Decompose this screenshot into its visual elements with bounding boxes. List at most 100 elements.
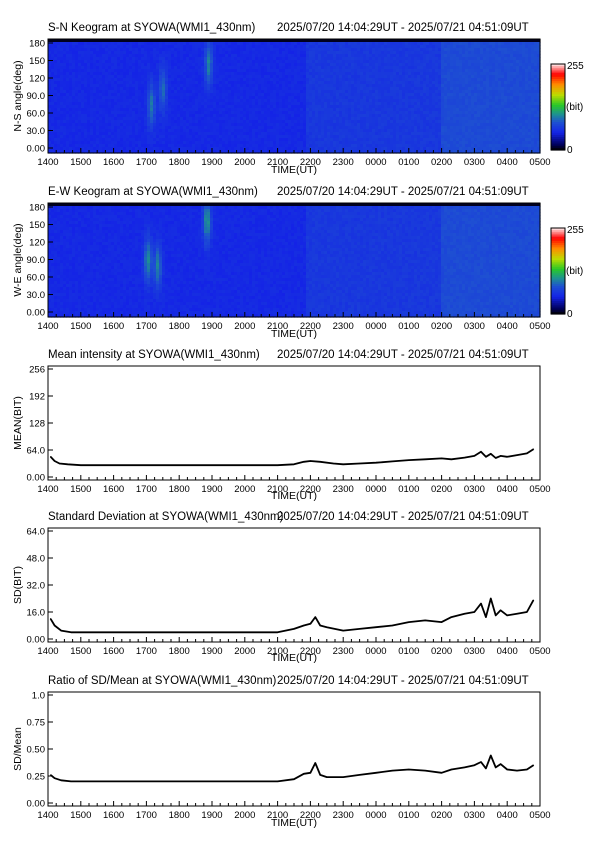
keogram-cell bbox=[189, 57, 193, 61]
keogram-cell bbox=[99, 81, 103, 85]
keogram-cell bbox=[285, 123, 289, 127]
keogram-cell bbox=[168, 105, 172, 109]
keogram-cell bbox=[267, 54, 271, 58]
keogram-cell bbox=[141, 138, 145, 142]
keogram-cell bbox=[51, 132, 55, 136]
keogram-cell bbox=[54, 105, 58, 109]
keogram-cell bbox=[255, 81, 259, 85]
keogram-cell bbox=[237, 51, 241, 55]
keogram-cell bbox=[189, 63, 193, 67]
keogram-cell bbox=[165, 81, 169, 85]
keogram-cell bbox=[219, 75, 223, 79]
keogram-cell bbox=[207, 138, 211, 142]
keogram-cell bbox=[225, 48, 229, 52]
keogram-cell bbox=[66, 87, 70, 91]
keogram-cell bbox=[279, 93, 283, 97]
keogram-cell bbox=[99, 135, 103, 139]
keogram-cell bbox=[162, 45, 166, 49]
keogram-cell bbox=[255, 66, 259, 70]
keogram-cell bbox=[72, 117, 76, 121]
keogram-cell bbox=[195, 75, 199, 79]
keogram-cell bbox=[243, 84, 247, 88]
keogram-cell bbox=[213, 117, 217, 121]
keogram-cell bbox=[204, 114, 208, 118]
keogram-cell bbox=[147, 102, 151, 106]
keogram-cell bbox=[87, 135, 91, 139]
keogram-cell bbox=[48, 147, 52, 151]
keogram-cell bbox=[102, 45, 106, 49]
keogram-cell bbox=[213, 45, 217, 49]
keogram-cell bbox=[51, 54, 55, 58]
keogram-cell bbox=[246, 54, 250, 58]
keogram-cell bbox=[126, 138, 130, 142]
keogram-cell bbox=[165, 51, 169, 55]
keogram-cell bbox=[246, 87, 250, 91]
keogram-cell bbox=[57, 150, 61, 154]
keogram-cell bbox=[174, 141, 178, 145]
keogram-cell bbox=[276, 63, 280, 67]
keogram-cell bbox=[204, 132, 208, 136]
keogram-cell bbox=[129, 144, 133, 148]
keogram-cell bbox=[219, 63, 223, 67]
keogram-cell bbox=[231, 42, 235, 46]
keogram-cell bbox=[204, 75, 208, 79]
keogram-cell bbox=[201, 141, 205, 145]
keogram-cell bbox=[273, 99, 277, 103]
keogram-cell bbox=[66, 126, 70, 130]
keogram-cell bbox=[144, 108, 148, 112]
keogram-cell bbox=[126, 96, 130, 100]
keogram-cell bbox=[156, 81, 160, 85]
keogram-cell bbox=[51, 114, 55, 118]
keogram-cell bbox=[198, 135, 202, 139]
keogram-cell bbox=[258, 39, 262, 43]
keogram-cell bbox=[93, 141, 97, 145]
keogram-cell bbox=[102, 105, 106, 109]
keogram-cell bbox=[279, 105, 283, 109]
keogram-cell bbox=[282, 87, 286, 91]
keogram-cell bbox=[189, 66, 193, 70]
keogram-cell bbox=[189, 108, 193, 112]
keogram-cell bbox=[108, 57, 112, 61]
keogram-cell bbox=[108, 75, 112, 79]
keogram-cell bbox=[96, 90, 100, 94]
keogram-cell bbox=[198, 144, 202, 148]
keogram-cell bbox=[219, 66, 223, 70]
keogram-cell bbox=[156, 102, 160, 106]
keogram-cell bbox=[132, 66, 136, 70]
keogram-cell bbox=[207, 54, 211, 58]
keogram-cell bbox=[180, 126, 184, 130]
keogram-cell bbox=[153, 102, 157, 106]
keogram-cell bbox=[66, 96, 70, 100]
keogram-cell bbox=[261, 144, 265, 148]
keogram-cell bbox=[201, 123, 205, 127]
keogram-cell bbox=[282, 60, 286, 64]
keogram-cell bbox=[51, 96, 55, 100]
keogram-cell bbox=[270, 54, 274, 58]
keogram-cell bbox=[258, 81, 262, 85]
keogram-cell bbox=[165, 102, 169, 106]
keogram-cell bbox=[153, 66, 157, 70]
keogram-cell bbox=[129, 60, 133, 64]
keogram-cell bbox=[198, 102, 202, 106]
keogram-cell bbox=[159, 66, 163, 70]
keogram-cell bbox=[54, 132, 58, 136]
keogram-cell bbox=[135, 117, 139, 121]
keogram-cell bbox=[219, 87, 223, 91]
keogram-cell bbox=[66, 39, 70, 43]
keogram-cell bbox=[246, 96, 250, 100]
keogram-cell bbox=[111, 45, 115, 49]
keogram-cell bbox=[195, 126, 199, 130]
keogram-cell bbox=[273, 141, 277, 145]
keogram-cell bbox=[201, 81, 205, 85]
keogram-cell bbox=[249, 129, 253, 133]
keogram-cell bbox=[288, 138, 292, 142]
keogram-cell bbox=[264, 150, 268, 154]
keogram-cell bbox=[54, 99, 58, 103]
keogram-cell bbox=[228, 81, 232, 85]
keogram-cell bbox=[159, 141, 163, 145]
keogram-cell bbox=[195, 120, 199, 124]
keogram-cell bbox=[186, 87, 190, 91]
keogram-cell bbox=[180, 96, 184, 100]
keogram-cell bbox=[258, 111, 262, 115]
keogram-cell bbox=[126, 81, 130, 85]
